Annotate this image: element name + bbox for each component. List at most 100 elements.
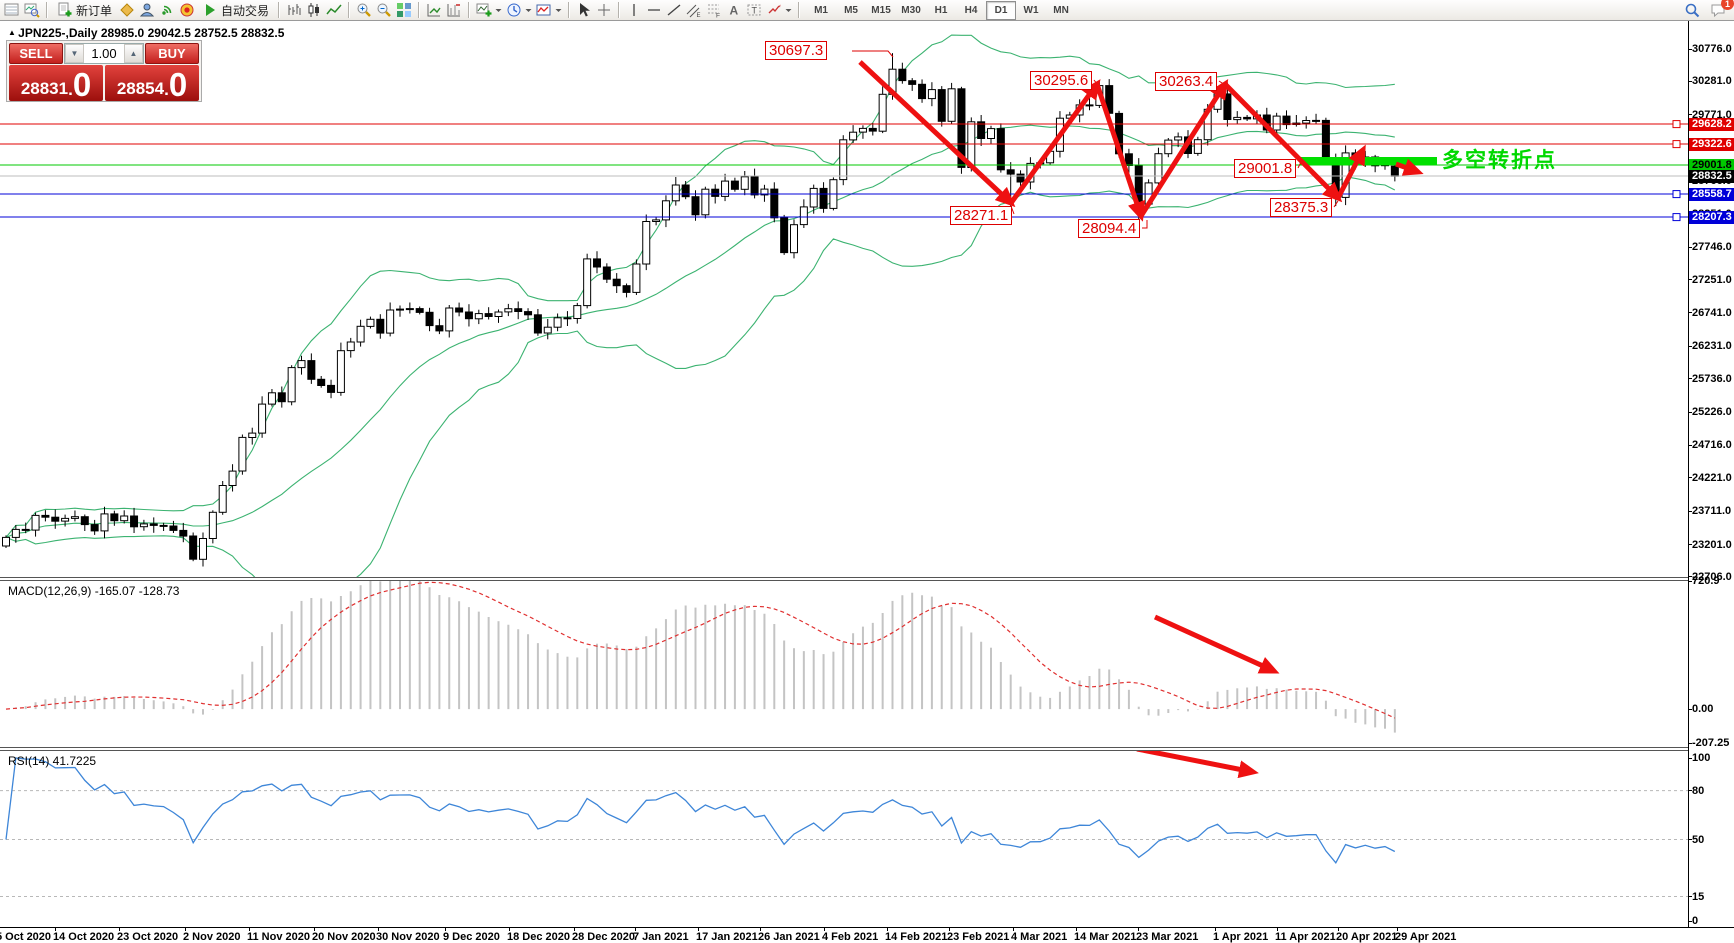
market-watch-icon[interactable] [2, 1, 22, 19]
signals-icon[interactable] [157, 1, 177, 19]
new-chart-caret[interactable] [494, 1, 504, 19]
price-tick: 24221.0 [1692, 471, 1732, 484]
time-tick-mark [1397, 928, 1398, 931]
timeframe-h4[interactable]: H4 [964, 4, 978, 16]
timeframe-mn[interactable]: MN [1053, 4, 1069, 16]
data-window-icon[interactable] [22, 1, 42, 19]
price-tick: 26741.0 [1692, 306, 1732, 319]
time-axis[interactable]: 5 Oct 2020 14 Oct 2020 23 Oct 2020 2 Nov 20… [0, 927, 1734, 943]
timeframe-w1[interactable]: W1 [1023, 4, 1039, 16]
vertical-line-icon[interactable] [624, 1, 644, 19]
price-tick-mark [1688, 247, 1692, 248]
swing-price-label[interactable]: 29001.8 [1234, 159, 1297, 178]
auto-arrange-icon[interactable] [424, 1, 444, 19]
sell-button[interactable]: SELL [9, 43, 63, 64]
rsi-tick-mark [1688, 790, 1692, 791]
panel-separator-2[interactable] [0, 747, 1734, 751]
time-label: 4 Mar 2021 [1011, 931, 1068, 943]
panel-separator-1[interactable] [0, 577, 1734, 581]
cursor-icon[interactable] [574, 1, 594, 19]
time-tick-mark [1138, 928, 1139, 931]
candlestick-chart-icon[interactable] [304, 1, 324, 19]
search-icon[interactable] [1682, 1, 1702, 19]
toolbar-separator [418, 2, 421, 18]
sell-price[interactable]: 28831. 0 [9, 65, 103, 101]
symbol-triangle-icon: ▲ [8, 28, 19, 37]
time-label: 1 Apr 2021 [1213, 931, 1269, 943]
time-tick-mark [509, 928, 510, 931]
macd-tick: -207.25 [1692, 737, 1730, 749]
rsi-tick-mark [1688, 921, 1692, 922]
buy-price[interactable]: 28854. 0 [105, 65, 199, 101]
accounts-icon[interactable] [137, 1, 157, 19]
arrows-caret[interactable] [784, 1, 794, 19]
svg-text:T: T [752, 6, 758, 16]
grid-snap-icon[interactable] [444, 1, 464, 19]
timeframe-h1[interactable]: H1 [934, 4, 948, 16]
market-icon[interactable] [177, 1, 197, 19]
history-center-icon[interactable] [117, 1, 137, 19]
volume-input[interactable]: 1.00 [91, 46, 117, 61]
horizontal-line-icon[interactable] [644, 1, 664, 19]
price-badge-28832.5: 28832.5 [1689, 170, 1734, 183]
auto-trading-button[interactable]: 自动交易 [197, 1, 274, 19]
swing-price-label[interactable]: 28375.3 [1270, 198, 1333, 217]
arrows-icon[interactable] [764, 1, 784, 19]
equidistant-channel-icon[interactable]: E [684, 1, 704, 19]
swing-price-label[interactable]: 30295.6 [1030, 71, 1093, 90]
macd-tick-mark [1688, 743, 1692, 744]
time-tick-mark [574, 928, 575, 931]
swing-price-label[interactable]: 30263.4 [1155, 72, 1218, 91]
new-order-button[interactable]: 新订单 [52, 1, 117, 19]
line-chart-icon[interactable] [324, 1, 344, 19]
bar-chart-icon[interactable] [284, 1, 304, 19]
volume-up-button[interactable]: ▲ [124, 44, 143, 63]
swing-price-label[interactable]: 28271.1 [950, 206, 1013, 225]
fibonacci-icon[interactable]: F [704, 1, 724, 19]
main-chart[interactable] [0, 21, 1688, 577]
time-tick-mark [698, 928, 699, 931]
price-badge-29322.6: 29322.6 [1689, 138, 1734, 151]
time-tick-mark [445, 928, 446, 931]
text-icon[interactable]: A [724, 1, 744, 19]
swing-price-label[interactable]: 30697.3 [765, 41, 828, 60]
volume-down-button[interactable]: ▼ [65, 44, 84, 63]
text-label-icon[interactable]: T [744, 1, 764, 19]
timeframe-m30[interactable]: M30 [901, 4, 921, 16]
timeframe-m15[interactable]: M15 [871, 4, 891, 16]
timeframe-d1[interactable]: D1 [986, 0, 1017, 20]
turning-point-label[interactable]: 多空转折点 [1442, 149, 1557, 172]
rsi-tick: 15 [1692, 890, 1705, 903]
crosshair-icon[interactable] [594, 1, 614, 19]
new-chart-icon[interactable] [474, 1, 494, 19]
price-tick: 24716.0 [1692, 439, 1732, 452]
tile-windows-icon[interactable] [394, 1, 414, 19]
time-label: 28 Dec 2020 [572, 931, 635, 943]
price-badge-28207.3: 28207.3 [1689, 211, 1734, 224]
period-clock-icon[interactable] [504, 1, 524, 19]
macd-tick: 0.00 [1692, 703, 1714, 716]
trendline-icon[interactable] [664, 1, 684, 19]
rsi-tick-mark [1688, 839, 1692, 840]
indicators-icon[interactable] [534, 1, 554, 19]
macd-panel[interactable] [0, 581, 1688, 747]
timeframe-m5[interactable]: M5 [844, 4, 858, 16]
swing-price-label[interactable]: 28094.4 [1078, 219, 1141, 238]
new-order-icon [58, 2, 72, 17]
indicators-caret[interactable] [554, 1, 564, 19]
macd-tick: 720.9 [1692, 575, 1720, 587]
price-tick-mark [1688, 412, 1692, 413]
timeframe-m1[interactable]: M1 [814, 4, 828, 16]
zoom-in-icon[interactable] [354, 1, 374, 19]
time-label: 30 Nov 2020 [376, 931, 440, 943]
period-caret[interactable] [524, 1, 534, 19]
price-tick-mark [1688, 511, 1692, 512]
toolbar-separator [468, 2, 471, 18]
buy-button[interactable]: BUY [145, 43, 199, 64]
price-tick: 26231.0 [1692, 340, 1732, 353]
rsi-label: RSI(14) 41.7225 [8, 754, 97, 768]
chat-icon[interactable]: 1 [1708, 0, 1734, 19]
rsi-panel[interactable] [0, 751, 1688, 927]
price-tick-mark [1688, 49, 1692, 50]
zoom-out-icon[interactable] [374, 1, 394, 19]
